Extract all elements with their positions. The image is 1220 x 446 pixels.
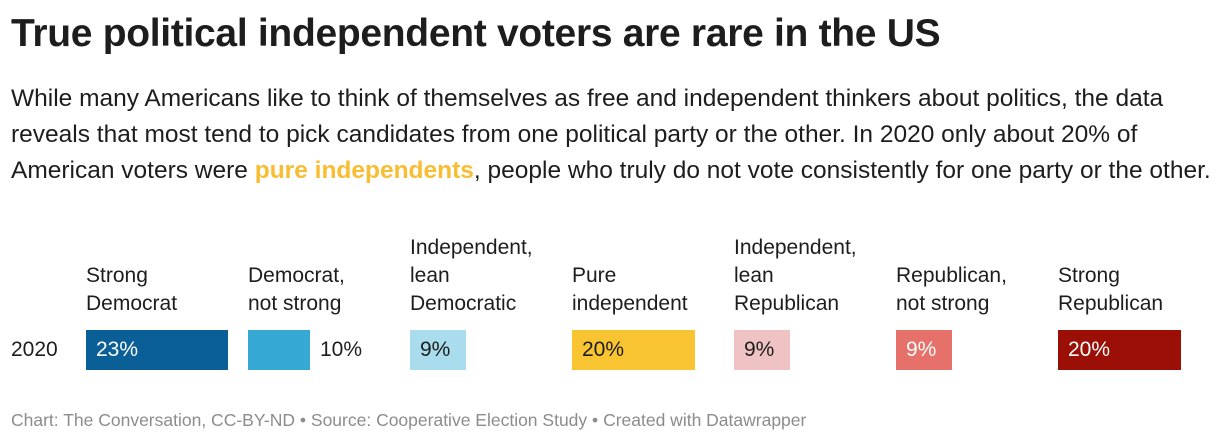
bar-strong-republican (1058, 330, 1181, 370)
description-text-before: While many Americans like to think of th… (11, 85, 1164, 184)
column-label-line: Independent, (734, 236, 857, 259)
column-label-democrat-not-strong: Democrat, not strong (248, 262, 345, 318)
column-label-line: lean (410, 264, 450, 287)
description-highlight: pure independents (254, 157, 474, 184)
column-label-strong-democrat: Strong Democrat (86, 262, 177, 318)
column-label-line: Pure (572, 264, 617, 287)
column-label-line: Republican, (896, 264, 1007, 287)
column-label-independent-lean-democratic: Independent, lean Democratic (410, 234, 533, 318)
value-label-pure-independent: 20% (582, 338, 625, 361)
column-label-republican-not-strong: Republican, not strong (896, 262, 1007, 318)
column-label-line: independent (572, 292, 688, 315)
value-label-republican-not-strong: 9% (906, 338, 937, 361)
column-label-line: lean (734, 264, 774, 287)
footer-source: Source: Cooperative Election Study (310, 410, 588, 430)
column-label-strong-republican: Strong Republican (1058, 262, 1163, 318)
bar-strong-democrat (86, 330, 228, 370)
bar-democrat-not-strong (248, 330, 310, 370)
chart-description: While many Americans like to think of th… (11, 81, 1211, 189)
footer-separator: • (299, 410, 307, 430)
value-label-independent-lean-republican: 9% (744, 338, 775, 361)
column-label-line: Democrat (86, 292, 178, 315)
value-label-strong-democrat: 23% (96, 338, 139, 361)
column-label-line: not strong (248, 292, 342, 315)
column-label-line: Independent, (410, 236, 533, 259)
row-label-2020: 2020 (11, 338, 58, 361)
value-label-independent-lean-democratic: 9% (420, 338, 451, 361)
footer-created-with: Created with Datawrapper (603, 410, 807, 430)
column-label-line: Democrat, (248, 264, 345, 287)
column-label-line: Republican (734, 292, 840, 315)
column-label-line: Strong (86, 264, 148, 287)
bar-pure-independent (572, 330, 695, 370)
description-text-after: , people who truly do not vote consisten… (473, 157, 1211, 184)
footer-separator: • (592, 410, 599, 430)
column-label-line: Strong (1058, 264, 1120, 287)
column-label-line: Democratic (410, 292, 517, 315)
value-label-democrat-not-strong: 10% (320, 338, 363, 361)
column-label-line: Republican (1058, 292, 1164, 315)
footer-credit: Chart: The Conversation, CC-BY-ND (11, 410, 295, 430)
chart-footer: Chart: The Conversation, CC-BY-ND • Sour… (11, 410, 806, 431)
column-label-independent-lean-republican: Independent, lean Republican (734, 234, 857, 318)
bar-republican-not-strong (896, 330, 952, 370)
bar-independent-lean-democratic (410, 330, 466, 370)
bar-independent-lean-republican (734, 330, 790, 370)
column-label-pure-independent: Pure independent (572, 262, 688, 318)
column-label-line: not strong (896, 292, 990, 315)
chart-title: True political independent voters are ra… (11, 12, 941, 55)
value-label-strong-republican: 20% (1068, 338, 1111, 361)
